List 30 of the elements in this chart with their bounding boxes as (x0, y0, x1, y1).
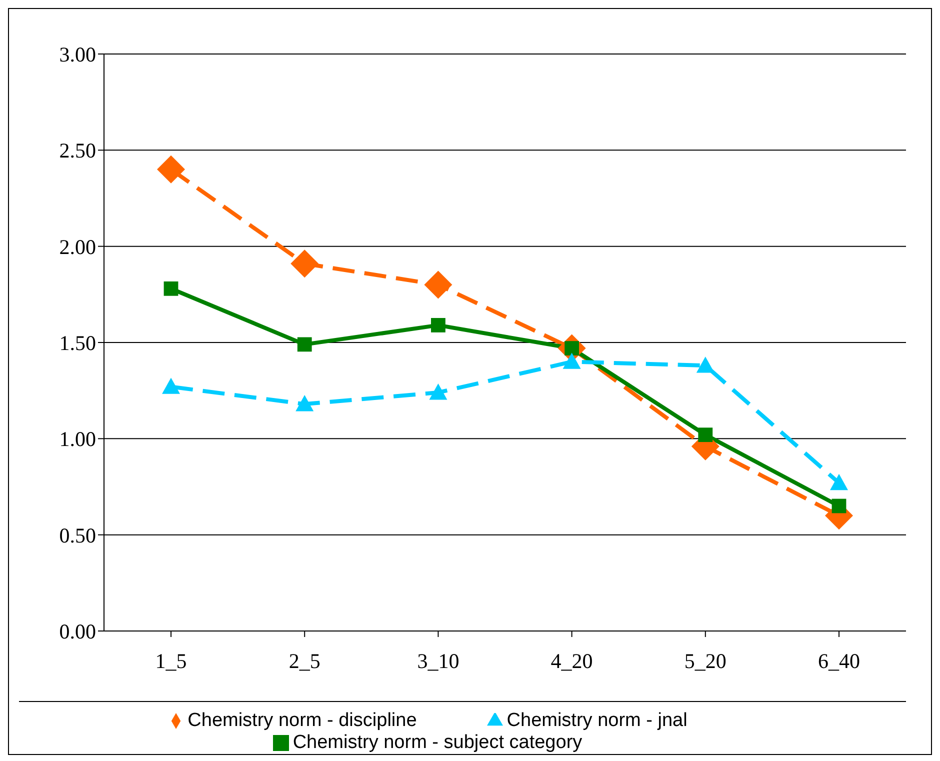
point (297, 337, 312, 352)
legend-label: Chemistry norm - jnal (506, 710, 688, 731)
point (162, 378, 180, 394)
point (157, 155, 185, 184)
x-tick-label: 4_20 (550, 648, 593, 673)
point (429, 384, 448, 400)
x-tick-label: 6_40 (818, 648, 860, 673)
point (424, 270, 452, 299)
point (698, 428, 713, 442)
y-tick-label: 1.50 (59, 330, 96, 355)
point (431, 318, 446, 332)
x-tick-label: 2_5 (288, 648, 320, 673)
y-tick-label: 0.50 (59, 523, 96, 548)
point (696, 356, 714, 373)
point (164, 281, 178, 296)
y-tick-label: 3.00 (59, 42, 96, 66)
point (290, 250, 319, 278)
point (830, 474, 848, 490)
y-tick-label: 2.00 (59, 234, 96, 259)
x-tick-label: 1_5 (155, 648, 187, 673)
legend-label: Chemistry norm - discipline (188, 710, 417, 731)
legend-label: Chemistry norm - subject category (292, 732, 582, 753)
point (832, 498, 846, 514)
y-tick-label: 2.50 (59, 138, 96, 163)
y-tick-label: 0.00 (59, 619, 96, 644)
point (296, 395, 314, 412)
y-tick-label: 1.00 (59, 427, 96, 452)
point (562, 352, 581, 369)
x-tick-label: 5_20 (684, 648, 726, 673)
x-tick-label: 3_10 (417, 648, 460, 673)
